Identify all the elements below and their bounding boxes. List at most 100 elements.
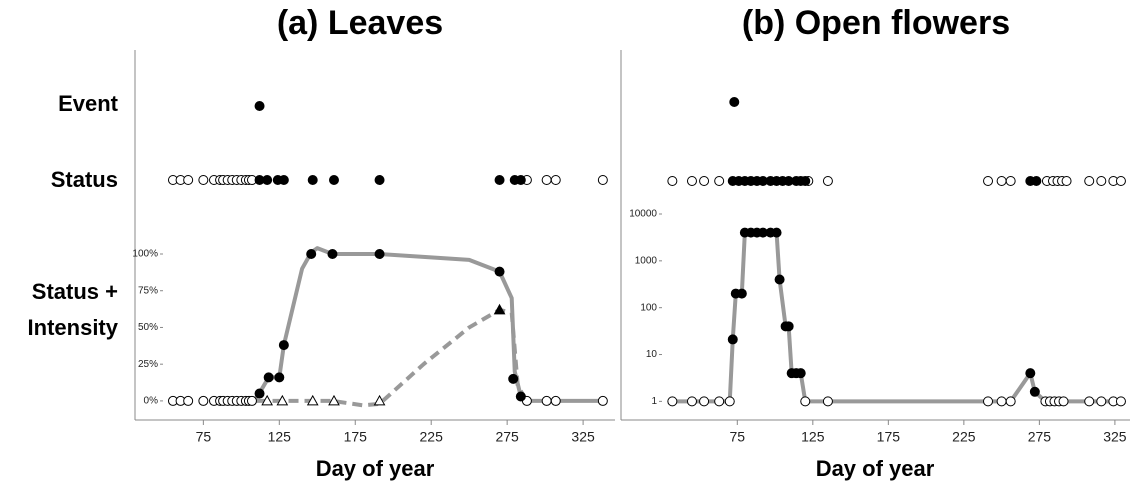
point xyxy=(541,175,552,185)
point xyxy=(1096,396,1107,407)
point xyxy=(727,334,738,345)
point xyxy=(276,394,289,406)
point xyxy=(597,395,608,406)
line xyxy=(672,230,1121,404)
point xyxy=(699,396,710,407)
point xyxy=(541,395,552,406)
point xyxy=(983,176,994,186)
y-tick-label: 1 xyxy=(651,396,657,407)
point xyxy=(198,395,209,406)
point xyxy=(327,249,338,259)
x-axis-label: Day of year xyxy=(815,456,935,481)
point xyxy=(771,227,782,238)
point xyxy=(714,176,725,186)
point xyxy=(699,176,710,186)
point xyxy=(783,321,794,332)
y-tick-label: 25% xyxy=(138,359,158,370)
point xyxy=(1005,396,1016,407)
row-label: Status + Intensity xyxy=(27,279,118,340)
point xyxy=(263,372,274,383)
point xyxy=(254,388,265,399)
x-tick-label: 75 xyxy=(196,429,212,445)
point xyxy=(307,175,318,185)
point xyxy=(1058,396,1069,407)
point xyxy=(254,101,265,111)
x-tick-label: 75 xyxy=(730,429,746,445)
point xyxy=(262,175,273,185)
point xyxy=(795,368,806,379)
point xyxy=(714,396,725,407)
point xyxy=(1115,396,1126,407)
point xyxy=(278,175,289,185)
point xyxy=(729,97,740,107)
point xyxy=(183,395,194,406)
chart-title: (b) Open flowers xyxy=(741,4,1011,42)
y-tick-label: 100 xyxy=(640,302,657,313)
line xyxy=(240,246,603,403)
point xyxy=(374,175,385,185)
x-tick-label: 125 xyxy=(801,429,825,445)
point xyxy=(1096,176,1107,186)
y-tick-label: 1000 xyxy=(635,255,658,266)
y-tick-label: 0% xyxy=(144,396,159,407)
point xyxy=(550,175,561,185)
point xyxy=(822,176,833,186)
x-tick-label: 325 xyxy=(571,429,595,445)
point xyxy=(1005,176,1016,186)
point xyxy=(550,395,561,406)
point xyxy=(597,175,608,185)
point xyxy=(1115,176,1126,186)
point xyxy=(494,266,505,277)
point xyxy=(1029,386,1040,397)
point xyxy=(328,175,339,185)
point xyxy=(1025,368,1036,379)
point xyxy=(686,396,697,407)
point xyxy=(800,176,811,186)
point xyxy=(996,396,1007,407)
x-tick-label: 325 xyxy=(1103,429,1127,445)
point xyxy=(800,396,811,407)
point xyxy=(278,340,289,351)
point xyxy=(667,176,678,186)
point xyxy=(724,396,735,407)
point xyxy=(306,394,319,406)
point xyxy=(198,175,209,185)
x-tick-label: 225 xyxy=(420,429,444,445)
point xyxy=(306,249,317,259)
point xyxy=(508,373,519,384)
point xyxy=(328,394,340,406)
y-tick-label: 100% xyxy=(132,249,158,260)
chart-title: (a) Leaves xyxy=(276,4,444,42)
point xyxy=(1084,396,1095,407)
y-tick-label: 50% xyxy=(138,322,158,333)
point xyxy=(1061,176,1072,186)
y-tick-label: 75% xyxy=(138,285,158,296)
point xyxy=(736,288,747,299)
point xyxy=(246,395,257,406)
point xyxy=(183,175,194,185)
line xyxy=(256,307,529,408)
point xyxy=(774,274,785,285)
row-label: Status xyxy=(50,167,118,192)
point xyxy=(983,396,994,407)
x-tick-label: 225 xyxy=(952,429,976,445)
point xyxy=(515,391,526,402)
point xyxy=(493,303,506,315)
x-axis-label: Day of year xyxy=(315,456,435,481)
point xyxy=(274,372,285,383)
point xyxy=(374,249,385,259)
x-tick-label: 275 xyxy=(495,429,519,445)
point xyxy=(515,175,526,185)
row-label: Event xyxy=(58,91,118,116)
point xyxy=(686,176,697,186)
point xyxy=(261,394,274,406)
x-tick-label: 175 xyxy=(877,429,901,445)
point xyxy=(494,175,505,185)
point xyxy=(822,396,833,407)
x-tick-label: 125 xyxy=(268,429,292,445)
point xyxy=(1084,176,1095,186)
x-tick-label: 175 xyxy=(344,429,368,445)
point xyxy=(996,176,1007,186)
